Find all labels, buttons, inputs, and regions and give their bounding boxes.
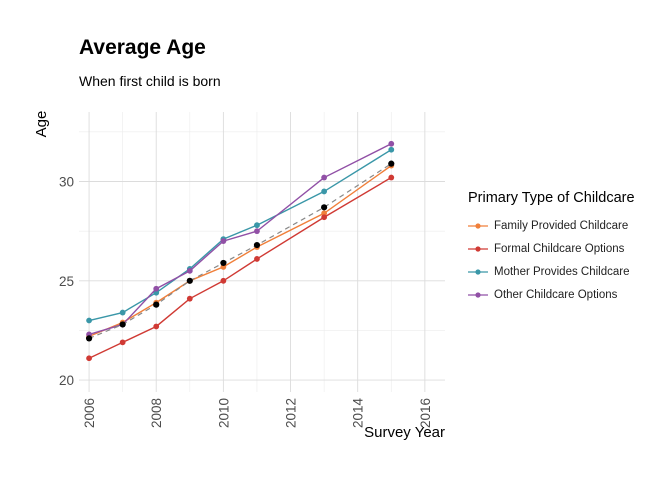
chart-title: Average Age: [79, 36, 206, 59]
x-tick-label: 2010: [216, 398, 231, 428]
x-axis-label: Survey Year: [364, 424, 445, 441]
series-line: [88, 143, 392, 336]
legend-key-mother: [468, 268, 488, 275]
legend-label-formal: Formal Childcare Options: [494, 242, 625, 255]
legend-label-other: Other Childcare Options: [494, 288, 618, 301]
legend-key-formal: [468, 245, 488, 252]
x-tick-label: 2014: [351, 398, 366, 429]
series-point: [86, 355, 92, 362]
series-line: [88, 176, 392, 359]
series-point: [388, 174, 395, 181]
overall-point: [253, 241, 261, 249]
x-tick-label: 2012: [284, 398, 299, 428]
legend-label-family: Family Provided Childcare: [494, 219, 629, 232]
series-point: [153, 323, 160, 330]
tick-labels: 20 25 30 2006 2008 2010 2012 2014 2016: [59, 175, 433, 429]
overall-line: [88, 163, 392, 339]
series-point: [321, 214, 328, 221]
legend-item: Family Provided Childcare: [468, 214, 635, 237]
x-tick-label: 2008: [149, 398, 164, 428]
series-point: [388, 146, 395, 153]
y-tick-label: 20: [59, 373, 74, 388]
legend-item: Mother Provides Childcare: [468, 260, 635, 283]
legend-key-other: [468, 291, 488, 298]
series-layer: [85, 140, 395, 362]
series-point: [86, 317, 92, 324]
legend-key-family: [468, 222, 488, 229]
legend-item: Formal Childcare Options: [468, 237, 635, 260]
x-tick-label: 2006: [82, 398, 97, 428]
overall-point: [388, 160, 395, 167]
series-point: [119, 339, 126, 346]
series-point: [220, 238, 227, 244]
y-axis-label: Age: [33, 111, 50, 138]
legend-item: Other Childcare Options: [468, 283, 635, 306]
series-point: [254, 256, 260, 262]
series-point: [321, 174, 328, 181]
y-tick-label: 30: [59, 175, 74, 190]
series-point: [186, 295, 193, 302]
overall-point: [119, 321, 126, 328]
grid: [79, 112, 445, 392]
overall-point: [321, 204, 328, 211]
series-point: [220, 277, 227, 284]
series-point: [254, 228, 260, 235]
overall-point: [186, 277, 193, 284]
overall-point: [220, 259, 227, 267]
overall-point: [153, 301, 160, 308]
series-point: [186, 267, 193, 274]
series-line: [88, 149, 392, 322]
series-point: [153, 285, 160, 292]
legend-label-mother: Mother Provides Childcare: [494, 265, 630, 278]
series-point: [119, 309, 126, 316]
legend-title: Primary Type of Childcare: [468, 190, 635, 206]
series-point: [388, 140, 395, 147]
chart-subtitle: When first child is born: [79, 73, 221, 89]
series-point: [321, 210, 328, 217]
series-point: [321, 188, 328, 195]
series-point: [254, 222, 260, 229]
series-line: [88, 165, 392, 338]
y-tick-label: 25: [59, 274, 74, 289]
overall-point: [85, 335, 93, 342]
x-tick-label: 2016: [418, 398, 433, 428]
legend: Primary Type of Childcare Family Provide…: [468, 190, 635, 306]
